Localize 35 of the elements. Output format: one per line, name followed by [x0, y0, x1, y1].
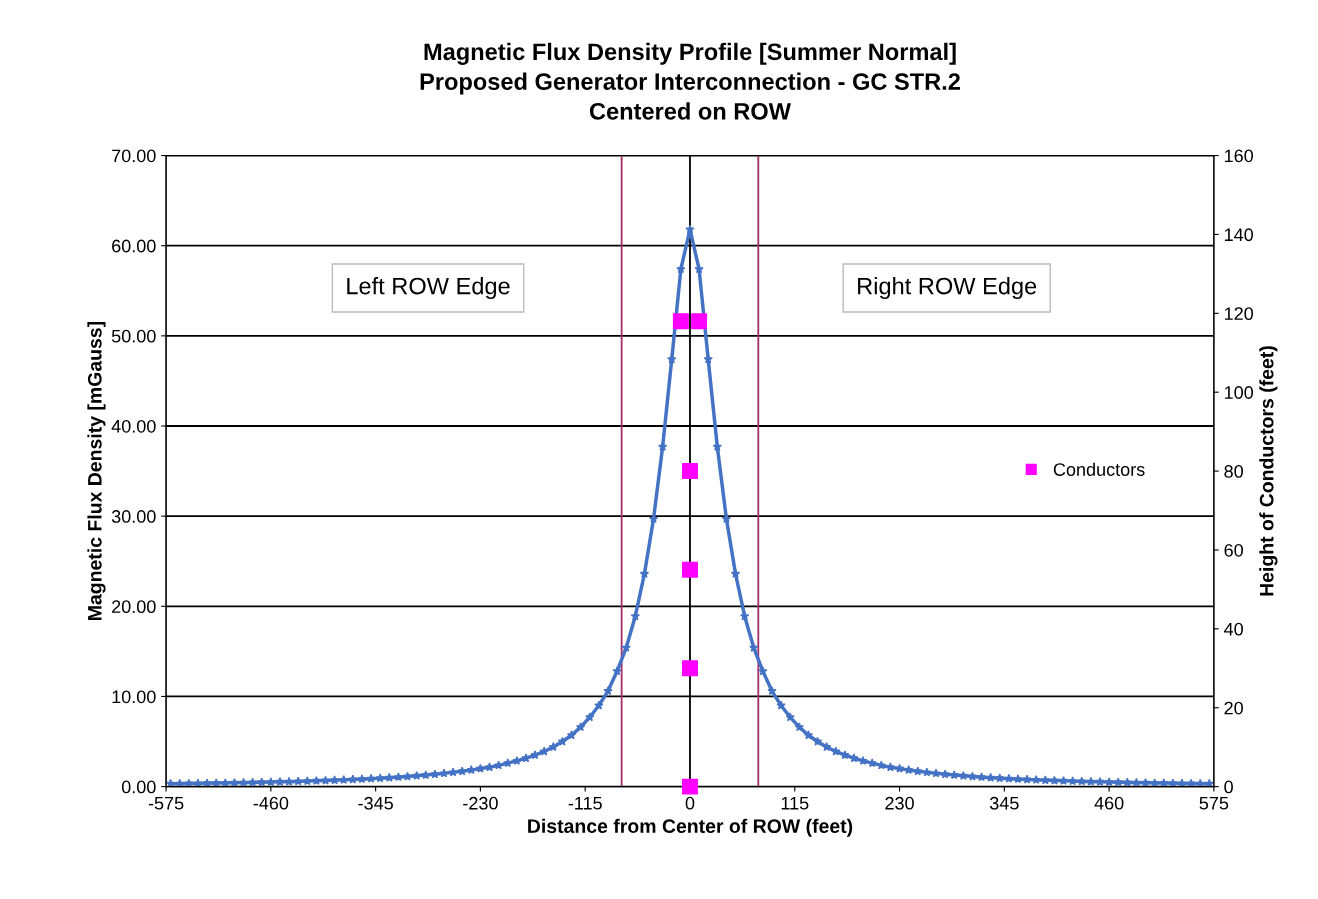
y-tick-label: 20.00 — [112, 600, 156, 614]
legend-label: Conductors — [1053, 462, 1145, 476]
x-tick-label: 230 — [885, 796, 914, 810]
annotation: Right ROW Edge — [858, 277, 1037, 300]
chart-title: Magnetic Flux Density Profile [Summer Normal] Proposed Generator Interconnection - GC STR.2 Centered on ROW — [420, 42, 960, 120]
y-tick-label: 10.00 — [112, 690, 156, 704]
x-tick-label: 345 — [989, 796, 1019, 810]
y-tick-label: 0.00 — [121, 780, 156, 794]
y2-tick-label: 80 — [1224, 465, 1243, 478]
y-axis-title: Magnetic Flux Density [mGauss] — [87, 321, 106, 620]
x-axis-title: Distance from Center of ROW (feet) — [528, 818, 853, 837]
y2-tick-label: 140 — [1224, 228, 1254, 242]
y-tick-label: 30.00 — [111, 510, 156, 523]
x-tick-label: -345 — [358, 796, 393, 810]
y2-tick-label: 160 — [1224, 149, 1254, 163]
y2-tick-label: 60 — [1224, 543, 1243, 557]
y-tick-label: 70.00 — [112, 149, 156, 163]
x-tick-label: -115 — [568, 797, 602, 810]
x-tick-label: 460 — [1094, 796, 1124, 810]
y2-tick-label: 0 — [1224, 780, 1233, 794]
x-tick-label: -575 — [148, 797, 184, 810]
y2-tick-label: 120 — [1224, 307, 1254, 321]
x-tick-label: -230 — [463, 796, 498, 810]
y2-axis-title: Height of Conductors (feet) — [1259, 346, 1278, 596]
y2-tick-label: 100 — [1224, 386, 1254, 399]
y-tick-label: 40.00 — [111, 419, 156, 433]
x-tick-label: 0 — [685, 796, 695, 810]
annotation: Left ROW Edge — [347, 277, 510, 300]
y2-tick-label: 20 — [1224, 701, 1243, 715]
y-tick-label: 50.00 — [111, 329, 156, 343]
x-tick-label: 575 — [1199, 797, 1229, 810]
x-tick-label: -460 — [253, 796, 289, 810]
y2-tick-label: 40 — [1224, 622, 1243, 636]
x-tick-label: 115 — [781, 797, 809, 810]
y-tick-label: 60.00 — [112, 239, 156, 253]
